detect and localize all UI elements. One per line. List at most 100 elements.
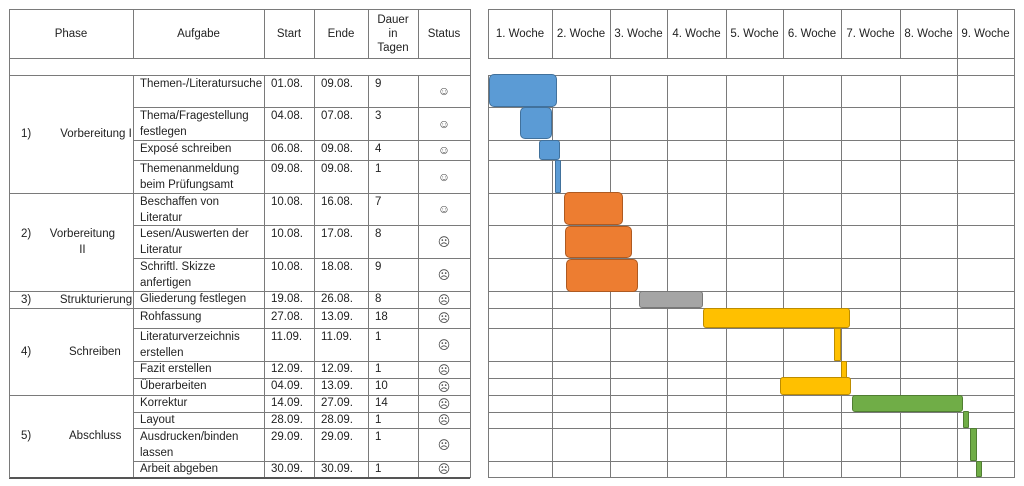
task-days: 14 bbox=[375, 397, 388, 409]
phase-name: Vorbereitung II bbox=[49, 228, 115, 256]
week-header-8: 8. Woche bbox=[904, 27, 953, 40]
task-start: 04.09. bbox=[271, 380, 303, 392]
week-divider bbox=[900, 75, 901, 477]
task-start: 10.08. bbox=[271, 196, 303, 208]
header-duration: Dauer in Tagen bbox=[377, 13, 409, 54]
task-name: Exposé schreiben bbox=[140, 143, 232, 155]
task-start: 29.09. bbox=[271, 431, 303, 443]
row-divider bbox=[133, 428, 470, 429]
task-days: 1 bbox=[375, 331, 382, 343]
table-border-left bbox=[9, 9, 10, 478]
col-divider bbox=[314, 75, 315, 477]
col-divider bbox=[314, 9, 315, 58]
gantt-row-divider bbox=[488, 107, 1014, 108]
week-header-3: 3. Woche bbox=[614, 27, 663, 40]
header-end: Ende bbox=[327, 27, 355, 40]
phase-divider bbox=[9, 193, 470, 194]
table-border-right bbox=[470, 9, 471, 478]
row-divider bbox=[133, 160, 470, 161]
task-name: Korrektur bbox=[140, 397, 188, 409]
col-divider bbox=[133, 75, 134, 477]
gantt-bar-expose bbox=[539, 140, 560, 160]
gantt-bar-gliederung bbox=[639, 291, 703, 308]
header-start: Start bbox=[276, 27, 302, 40]
task-end: 11.09. bbox=[321, 331, 353, 343]
row-divider bbox=[133, 225, 470, 226]
gantt-border-left bbox=[488, 75, 489, 477]
task-name: Themenanmeldung beim Prüfungsamt bbox=[140, 163, 240, 191]
gantt-bar-themenanmeldung bbox=[555, 160, 561, 193]
gantt-bar-korrektur bbox=[852, 395, 963, 412]
gantt-header-divider bbox=[488, 58, 1014, 59]
task-days: 1 bbox=[375, 463, 382, 475]
week-header-5: 5. Woche bbox=[730, 27, 779, 40]
phase-number: 5) bbox=[21, 430, 32, 442]
status-icon: ☺ bbox=[437, 169, 451, 184]
table-border-top bbox=[9, 9, 470, 10]
phase-name: Vorbereitung I bbox=[60, 128, 132, 140]
gantt-row-divider bbox=[488, 225, 1014, 226]
week-header-4: 4. Woche bbox=[672, 27, 721, 40]
week-header-1: 1. Woche bbox=[495, 27, 545, 40]
task-start: 12.09. bbox=[271, 363, 303, 375]
header-phase: Phase bbox=[54, 27, 88, 40]
task-start: 14.09. bbox=[271, 397, 303, 409]
col-divider bbox=[264, 9, 265, 58]
week-divider bbox=[900, 9, 901, 58]
task-end: 17.08. bbox=[321, 228, 353, 240]
gantt-row-divider bbox=[488, 328, 1014, 329]
task-end: 12.09. bbox=[321, 363, 353, 375]
phase-divider bbox=[9, 291, 470, 292]
status-icon: ☹ bbox=[437, 462, 451, 476]
gantt-row-divider bbox=[488, 395, 1014, 396]
status-icon: ☺ bbox=[437, 116, 451, 131]
gantt-row-divider bbox=[488, 193, 1014, 194]
status-icon: ☹ bbox=[437, 311, 451, 325]
gantt-bar-ausdrucken bbox=[970, 428, 977, 461]
week-divider bbox=[726, 9, 727, 58]
gantt-row-divider bbox=[488, 140, 1014, 141]
gantt-row-divider bbox=[488, 160, 1014, 161]
week-divider bbox=[610, 9, 611, 58]
task-end: 09.08. bbox=[321, 143, 353, 155]
col-divider bbox=[418, 9, 419, 58]
col-divider bbox=[368, 9, 369, 58]
task-end: 29.09. bbox=[321, 431, 353, 443]
status-icon: ☹ bbox=[437, 396, 451, 411]
phase-name: Strukturierung bbox=[59, 293, 133, 306]
phase-name: Schreiben bbox=[69, 345, 121, 358]
col-divider bbox=[418, 75, 419, 477]
task-end: 09.08. bbox=[321, 78, 353, 90]
task-name: Literaturverzeichnis erstellen bbox=[140, 331, 240, 359]
status-icon: ☺ bbox=[437, 84, 451, 98]
header-divider bbox=[9, 58, 470, 59]
header-status: Status bbox=[427, 27, 461, 40]
gantt-bar-thema-fragestellung bbox=[520, 107, 552, 139]
row-divider bbox=[133, 412, 470, 413]
phase-4: 4) Schreiben bbox=[9, 308, 133, 395]
gantt-bar-themen-literatursuche bbox=[489, 74, 557, 107]
task-days: 8 bbox=[375, 228, 382, 240]
row-divider bbox=[133, 107, 470, 108]
week-header-2: 2. Woche bbox=[556, 27, 606, 40]
task-name: Lesen/Auswerten der Literatur bbox=[140, 228, 249, 256]
gantt-gap-divider bbox=[488, 75, 1014, 76]
task-end: 28.09. bbox=[321, 414, 353, 426]
week-divider bbox=[552, 9, 553, 58]
phase-name: Abschluss bbox=[69, 430, 122, 442]
task-name: Fazit erstellen bbox=[140, 363, 212, 375]
task-days: 7 bbox=[375, 196, 382, 208]
gantt-bar-beschaffen-literatur bbox=[564, 192, 623, 225]
gantt-row-divider bbox=[488, 412, 1014, 413]
gantt-bar-lesen-auswerten bbox=[565, 226, 632, 258]
task-end: 13.09. bbox=[321, 311, 353, 323]
task-name: Gliederung festlegen bbox=[140, 293, 247, 305]
phase-2: 2) Vorbereitung II bbox=[9, 193, 133, 291]
status-icon: ☹ bbox=[437, 292, 451, 307]
task-end: 30.09. bbox=[321, 463, 353, 475]
task-name: Ausdrucken/binden lassen bbox=[140, 431, 239, 459]
status-icon: ☹ bbox=[437, 337, 451, 352]
task-name: Themen-/Literatursuche bbox=[140, 78, 263, 90]
gantt-border-bottom bbox=[488, 477, 1014, 478]
task-start: 27.08. bbox=[271, 311, 303, 323]
